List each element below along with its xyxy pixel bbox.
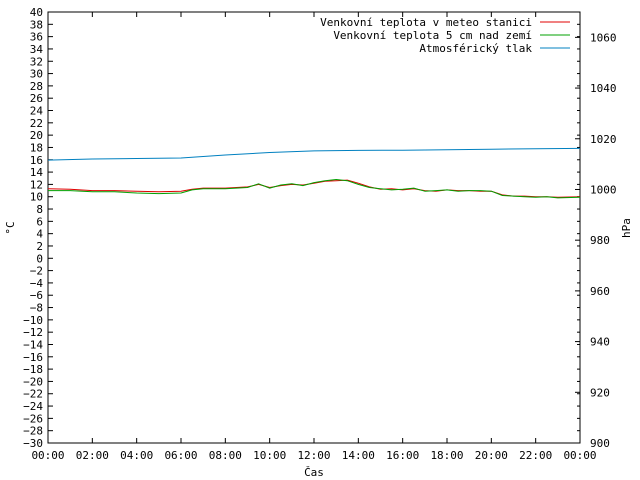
right-axis-tick-label: 920 [590,386,610,399]
x-axis-tick-label: 04:00 [120,449,153,462]
left-axis-tick-label: 16 [30,154,43,167]
left-axis-tick-label: −12 [23,326,43,339]
series-line-2 [48,179,581,199]
left-axis-tick-label: 2 [36,240,43,253]
x-axis-tick-label: 22:00 [519,449,552,462]
left-axis-tick-label: 20 [30,129,43,142]
left-axis-tick-label: −18 [23,363,43,376]
series-group [47,147,581,199]
left-axis-tick-label: 30 [30,68,43,81]
left-axis-tick-label: −22 [23,388,43,401]
x-axis-tick-label: 02:00 [76,449,109,462]
left-axis-tick-label: 38 [30,18,43,31]
left-axis-tick-label: −16 [23,351,43,364]
left-axis-title: °C [4,221,17,234]
right-axis-tick-label: 1000 [590,183,617,196]
x-axis-tick-label: 12:00 [297,449,330,462]
left-axis-tick-label: 40 [30,6,43,19]
left-axis-tick-label: 34 [30,43,44,56]
left-axis-tick-label: −26 [23,412,43,425]
left-axis-tick-label: 24 [30,105,44,118]
left-axis-tick-label: −2 [30,265,43,278]
right-axis-tick-label: 980 [590,234,610,247]
legend: Venkovní teplota v meteo staniciVenkovní… [320,16,570,55]
left-axis-tick-label: 14 [30,166,44,179]
left-axis-tick-label: −8 [30,302,43,315]
left-axis-tick-label: 12 [30,178,43,191]
right-axis-tick-label: 960 [590,285,610,298]
left-axis-tick-label: 32 [30,55,43,68]
left-axis-tick-label: −6 [30,289,43,302]
legend-label-1: Venkovní teplota v meteo stanici [320,16,532,29]
x-axis-tick-label: 08:00 [209,449,242,462]
tick-group: −30−28−26−24−22−20−18−16−14−12−10−8−6−4−… [23,6,616,462]
left-axis-tick-label: −24 [23,400,43,413]
x-axis-tick-label: 18:00 [430,449,463,462]
left-axis-tick-label: −20 [23,375,43,388]
left-axis-tick-label: 26 [30,92,43,105]
legend-label-3: Atmosférický tlak [419,42,532,55]
left-axis-tick-label: 18 [30,141,43,154]
x-axis-tick-label: 20:00 [475,449,508,462]
right-axis-tick-label: 1020 [590,133,617,146]
left-axis-tick-label: −28 [23,425,43,438]
x-axis-tick-label: 14:00 [342,449,375,462]
right-axis-tick-label: 900 [590,437,610,450]
left-axis-tick-label: 22 [30,117,43,130]
x-axis-title: Čas [304,466,324,479]
x-axis-tick-label: 00:00 [563,449,596,462]
left-axis-tick-label: 28 [30,80,43,93]
left-axis-tick-label: −4 [30,277,44,290]
left-axis-tick-label: 8 [36,203,43,216]
x-axis-tick-label: 00:00 [31,449,64,462]
left-axis-tick-label: −14 [23,338,43,351]
left-axis-tick-label: 4 [36,228,43,241]
left-axis-tick-label: −10 [23,314,43,327]
left-axis-tick-label: 0 [36,252,43,265]
right-axis-title: hPa [620,218,633,238]
right-axis-tick-label: 940 [590,336,610,349]
x-axis-tick-label: 10:00 [253,449,286,462]
series-line-3 [47,147,581,161]
left-axis-tick-label: 6 [36,215,43,228]
right-axis-tick-label: 1060 [590,31,617,44]
left-axis-tick-label: −30 [23,437,43,450]
x-axis-tick-label: 16:00 [386,449,419,462]
right-axis-tick-label: 1040 [590,82,617,95]
x-axis-tick-label: 06:00 [164,449,197,462]
left-axis-tick-label: 10 [30,191,43,204]
legend-label-2: Venkovní teplota 5 cm nad zemí [333,29,532,42]
left-axis-tick-label: 36 [30,31,43,44]
